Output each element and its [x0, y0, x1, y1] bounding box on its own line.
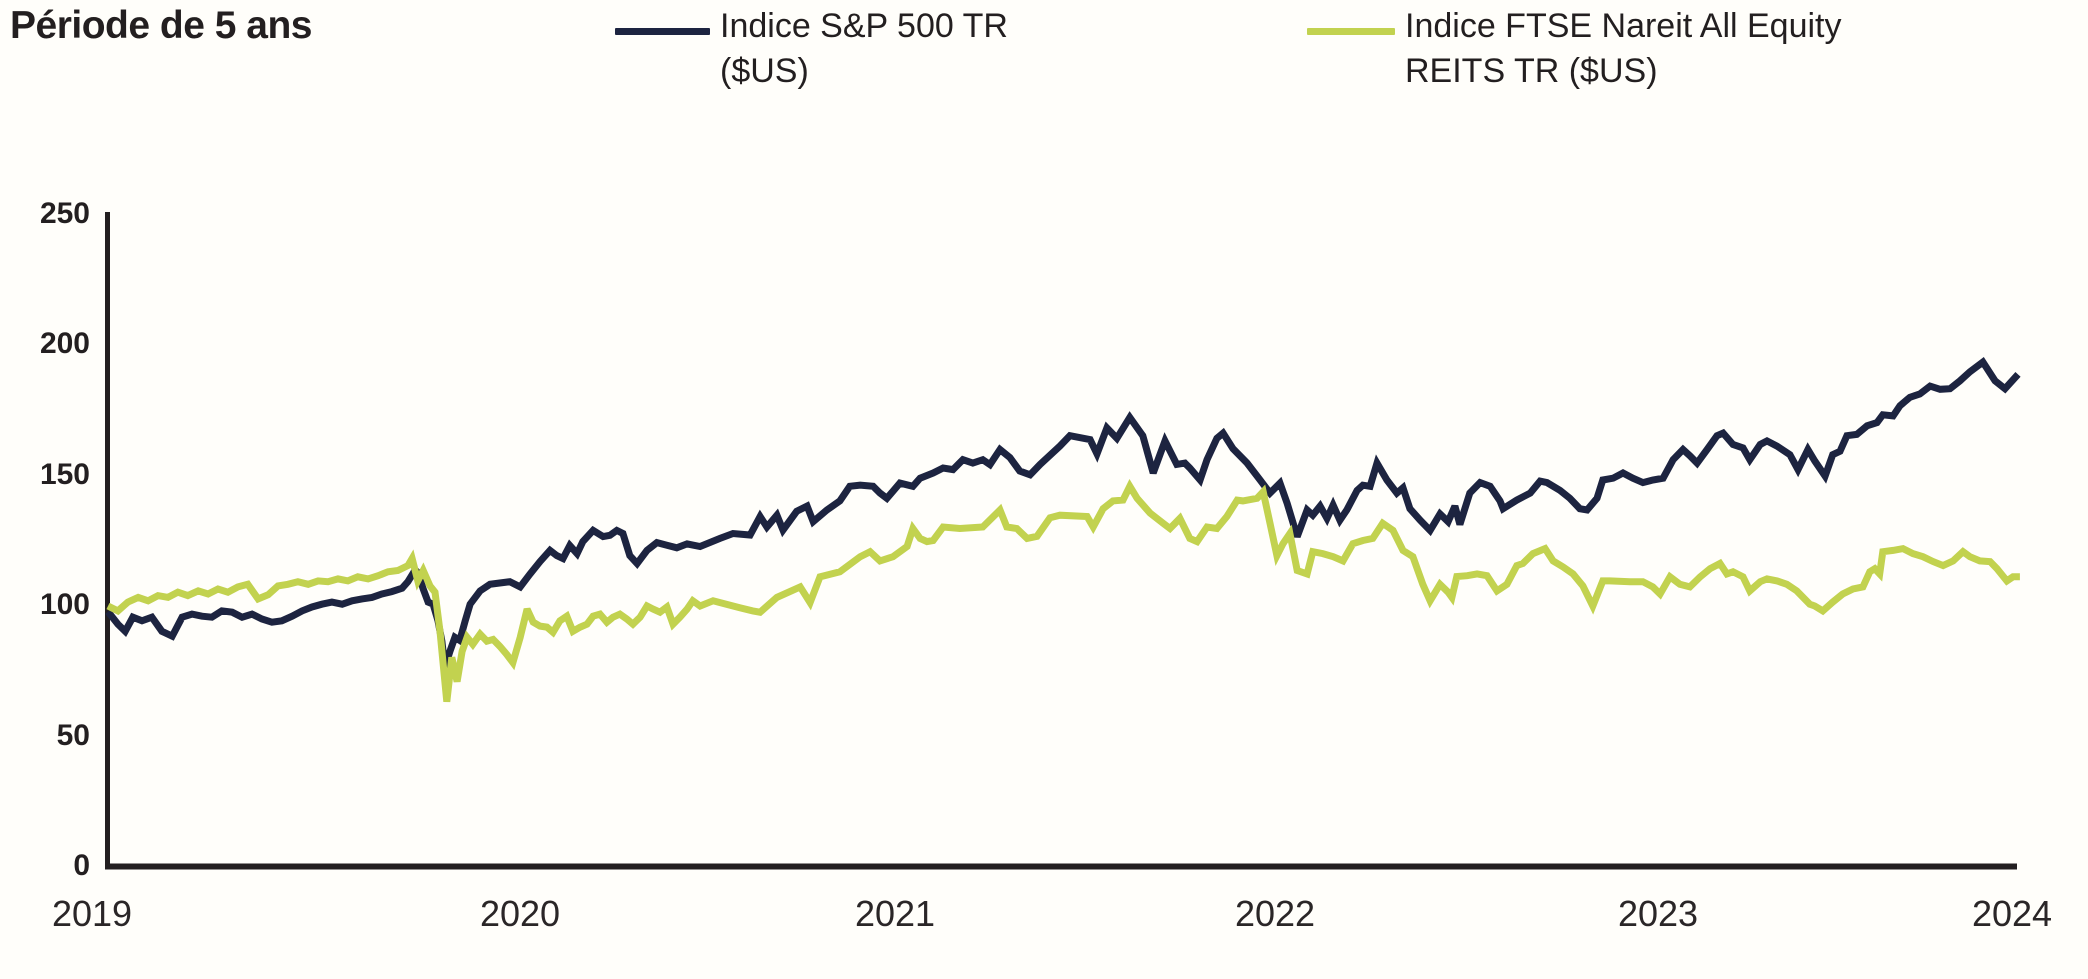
- y-tick-label-100: 100: [39, 588, 90, 622]
- x-tick-label-2021: 2021: [854, 893, 936, 934]
- legend-label-reits-line2: REITS TR ($US): [1405, 52, 1658, 90]
- legend-label-reits-line1: Indice FTSE Nareit All Equity: [1405, 7, 1842, 45]
- x-tick-label-2024: 2024: [1971, 893, 2053, 934]
- legend-item-sp500: Indice S&P 500 TR ($US): [615, 0, 1255, 100]
- legend-label-sp500-line2: ($US): [720, 52, 809, 90]
- y-tick-label-250: 250: [39, 197, 90, 230]
- chart-title: Période de 5 ans: [10, 4, 312, 47]
- legend-item-reits: Indice FTSE Nareit All Equity REITS TR ($…: [1307, 0, 2067, 100]
- sp500-line-swatch-icon: [615, 28, 710, 35]
- reits-series-line: [106, 479, 2020, 703]
- y-tick-label-150: 150: [39, 457, 90, 491]
- y-tick-label-50: 50: [56, 718, 90, 752]
- y-tick-label-0: 0: [73, 849, 90, 882]
- x-tick-label-2023: 2023: [1617, 893, 1699, 934]
- sp500-series-line: [105, 357, 2021, 669]
- x-tick-label-2019: 2019: [51, 893, 133, 934]
- legend-label-sp500: Indice S&P 500 TR ($US): [720, 4, 1008, 94]
- legend-label-sp500-line1: Indice S&P 500 TR: [720, 7, 1008, 45]
- x-tick-label-2020: 2020: [479, 893, 561, 934]
- y-tick-label-200: 200: [39, 327, 90, 361]
- legend-label-reits: Indice FTSE Nareit All Equity REITS TR ($…: [1405, 4, 1842, 94]
- x-tick-label-2022: 2022: [1234, 893, 1316, 934]
- reits-line-swatch-icon: [1307, 28, 1395, 35]
